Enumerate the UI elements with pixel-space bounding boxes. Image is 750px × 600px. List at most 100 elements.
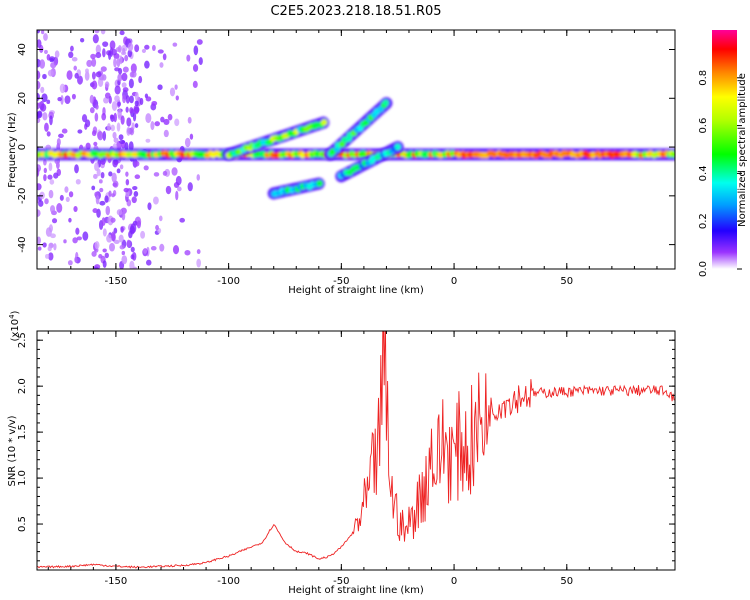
noise-speck (50, 233, 56, 239)
noise-speck (99, 187, 104, 193)
noise-speck (47, 69, 54, 77)
noise-speck (92, 208, 98, 214)
noise-speck (75, 178, 81, 185)
noise-speck (167, 113, 173, 121)
noise-speck (92, 266, 99, 269)
noise-speck (186, 54, 191, 62)
snr-xtick-label: -50 (333, 576, 349, 587)
noise-speck (104, 81, 110, 88)
noise-speck (118, 67, 123, 75)
spec-ytick-label: -20 (17, 188, 28, 204)
noise-speck (76, 236, 82, 241)
noise-speck (41, 93, 48, 103)
noise-speck (47, 174, 53, 180)
feature-rising-trace (222, 116, 330, 161)
noise-speck (189, 133, 194, 140)
noise-speck (104, 92, 111, 99)
noise-speck (147, 202, 152, 211)
noise-speck (134, 160, 140, 167)
spec-ytick-label: 0 (17, 144, 28, 150)
noise-speck (68, 217, 72, 223)
noise-speck (133, 191, 139, 197)
noise-speck (158, 215, 163, 222)
carrier-band-cell (299, 151, 306, 159)
noise-speck (57, 96, 62, 102)
noise-speck (68, 191, 74, 198)
noise-speck (110, 114, 115, 122)
noise-speck (74, 72, 79, 79)
noise-speck (121, 255, 128, 265)
spec-ytick-label: -40 (17, 236, 28, 252)
noise-speck (42, 112, 48, 121)
noise-speck (196, 39, 203, 45)
noise-speck (159, 62, 164, 68)
noise-speck (48, 162, 53, 172)
noise-speck (111, 193, 115, 198)
noise-speck (160, 116, 165, 123)
noise-speck (56, 138, 61, 147)
noise-speck (95, 71, 102, 78)
snr-scale-exponent: 4 (8, 314, 16, 319)
noise-speck (46, 99, 51, 104)
noise-speck (108, 190, 112, 197)
noise-speck (196, 174, 201, 181)
noise-speck (124, 54, 129, 62)
noise-speck (143, 165, 149, 171)
noise-speck (91, 58, 97, 67)
carrier-band-cell (670, 151, 675, 158)
noise-speck (111, 48, 117, 56)
noise-speck (127, 49, 133, 58)
noise-speck (58, 133, 64, 138)
noise-speck (163, 118, 170, 125)
noise-speck (140, 230, 146, 239)
noise-speck (72, 237, 78, 244)
noise-speck (125, 95, 130, 104)
noise-speck (37, 246, 42, 251)
noise-speck (101, 112, 107, 121)
noise-speck (103, 97, 109, 104)
spec-ytick-label: 20 (17, 92, 28, 105)
noise-speck (136, 220, 141, 229)
noise-speck (80, 37, 85, 43)
noise-speck (91, 251, 97, 257)
noise-speck (159, 243, 165, 252)
noise-speck (130, 63, 137, 74)
noise-speck (125, 193, 130, 198)
noise-speck (43, 167, 47, 174)
noise-speck (108, 171, 113, 177)
snr-xtick-label: 0 (451, 576, 457, 587)
noise-speck (91, 130, 97, 137)
noise-speck (150, 245, 157, 251)
noise-speck (112, 131, 117, 139)
noise-speck (120, 226, 124, 233)
feature-steep-trace-upper (324, 97, 393, 161)
noise-speck (60, 95, 64, 105)
noise-speck (63, 239, 67, 244)
noise-speck (73, 205, 78, 212)
noise-speck (130, 246, 135, 253)
noise-speck (37, 30, 41, 34)
noise-speck (153, 172, 160, 177)
spectrogram-xlabel: Height of straight line (km) (288, 285, 424, 296)
steep-trace-lower-cell (394, 143, 401, 151)
noise-speck (119, 164, 124, 170)
noise-speck (117, 101, 121, 107)
noise-speck (84, 71, 90, 81)
noise-speck (192, 64, 199, 72)
noise-speck (150, 121, 155, 131)
noise-speck (125, 178, 130, 186)
noise-speck (145, 96, 152, 102)
noise-speck (132, 186, 138, 191)
snr-ytick-label: 0.5 (17, 516, 28, 532)
noise-speck (71, 57, 78, 62)
snr-ytick-label: 2.0 (17, 378, 28, 394)
noise-speck (130, 223, 137, 234)
colorbar-gradient (712, 30, 737, 269)
feature-carrier-band (37, 148, 675, 161)
noise-speck (129, 95, 134, 104)
noise-speck (122, 94, 126, 104)
snr-plot-area (37, 331, 675, 569)
noise-speck (105, 205, 111, 216)
noise-speck (102, 228, 107, 237)
noise-speck (113, 159, 119, 166)
